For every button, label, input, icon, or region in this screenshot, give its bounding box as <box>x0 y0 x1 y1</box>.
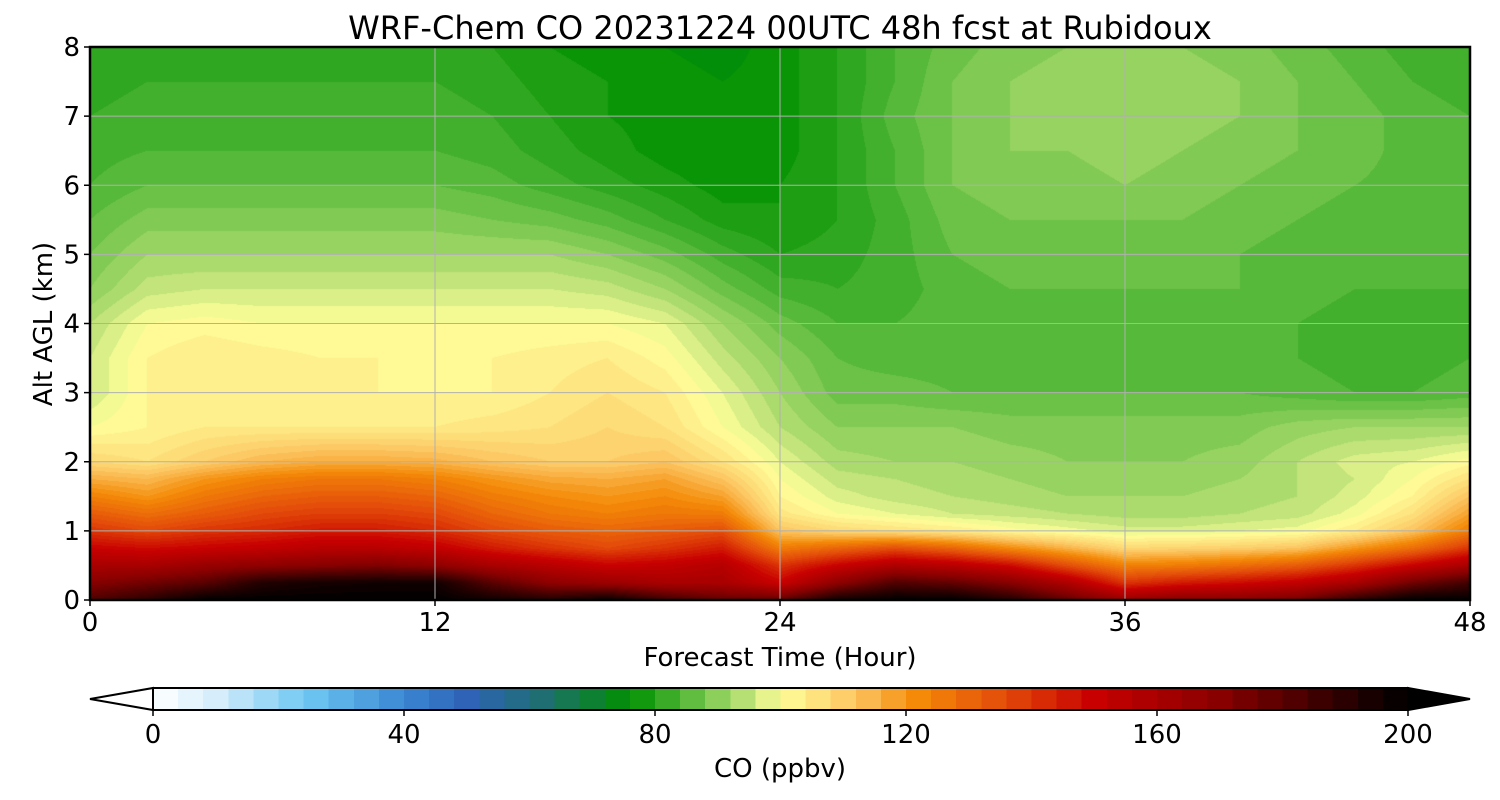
x-tick-label: 24 <box>763 608 796 638</box>
colorbar: 0 40 80 120 160 200 CO (ppbv) <box>89 686 1471 784</box>
colorbar-tick-label: 0 <box>145 720 162 750</box>
colorbar-ticks: 0 40 80 120 160 200 <box>145 710 1433 750</box>
y-tick-label: 5 <box>63 240 80 270</box>
y-tick-label: 0 <box>63 586 80 616</box>
colorbar-label: CO (ppbv) <box>714 754 846 784</box>
colorbar-gradient <box>152 687 1409 711</box>
colorbar-high-extension <box>1407 686 1471 712</box>
y-axis: 0 1 2 3 4 5 6 7 8 <box>63 33 90 616</box>
colorbar-tick-label: 200 <box>1383 720 1433 750</box>
colorbar-tick-label: 120 <box>881 720 931 750</box>
y-tick-label: 2 <box>63 448 80 478</box>
colorbar-tick-label: 80 <box>638 720 671 750</box>
y-tick-label: 1 <box>63 517 80 547</box>
y-tick-label: 7 <box>63 102 80 132</box>
x-axis-label: Forecast Time (Hour) <box>643 643 916 673</box>
x-axis: 0 12 24 36 48 <box>82 600 1487 638</box>
y-axis-label: Alt AGL (km) <box>29 242 59 406</box>
colorbar-low-extension <box>89 686 154 712</box>
x-tick-label: 36 <box>1108 608 1141 638</box>
x-tick-label: 12 <box>418 608 451 638</box>
colorbar-tick-label: 40 <box>387 720 420 750</box>
chart-title: WRF-Chem CO 20231224 00UTC 48h fcst at R… <box>348 9 1212 47</box>
x-tick-label: 48 <box>1453 608 1486 638</box>
colorbar-tick-label: 160 <box>1132 720 1182 750</box>
y-tick-label: 4 <box>63 310 80 340</box>
y-tick-label: 8 <box>63 33 80 63</box>
y-tick-label: 3 <box>63 379 80 409</box>
y-tick-label: 6 <box>63 171 80 201</box>
x-tick-label: 0 <box>82 608 99 638</box>
